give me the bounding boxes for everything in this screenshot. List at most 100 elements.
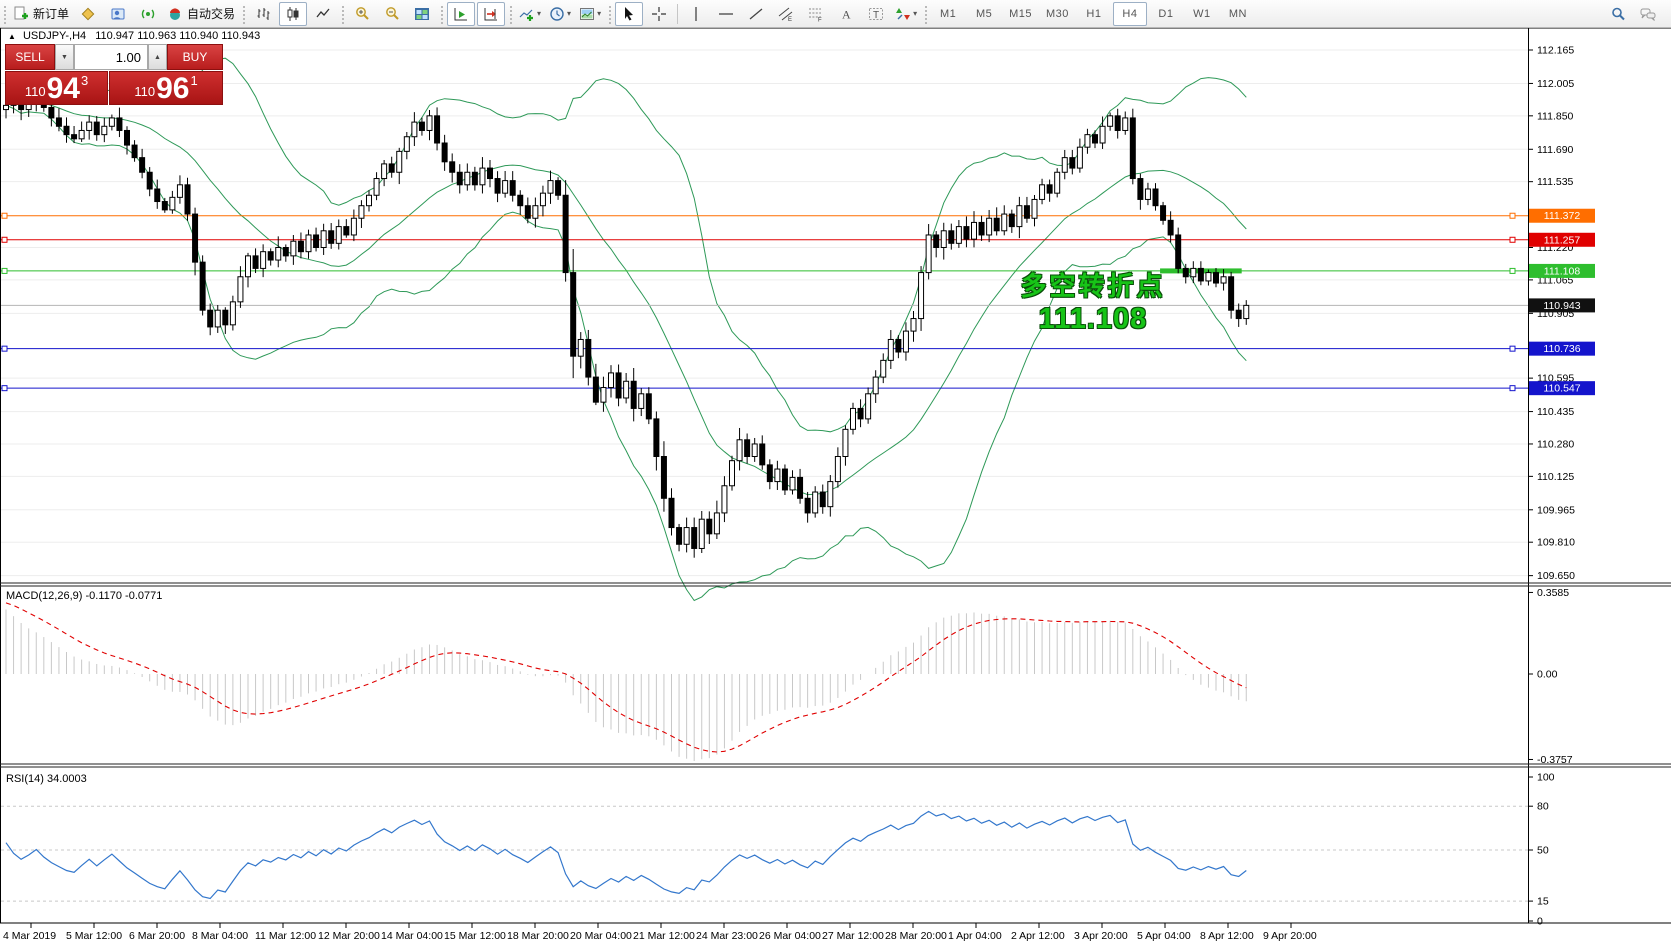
line-handle[interactable]	[1, 385, 8, 392]
timeframe-m1-button[interactable]: M1	[939, 7, 957, 20]
cursor-tool-button[interactable]	[615, 1, 644, 26]
svg-text:111.535: 111.535	[1537, 176, 1574, 188]
line-handle[interactable]	[1, 236, 8, 243]
periods-button[interactable]: ▾	[546, 2, 574, 26]
signals-button[interactable]	[134, 2, 162, 26]
sell-button[interactable]: SELL	[5, 44, 55, 70]
channel-tool-button[interactable]: E	[772, 2, 800, 26]
new-order-button[interactable]: 新订单	[10, 2, 72, 26]
time-axis-label: 2 Apr 12:00	[1011, 930, 1065, 942]
vertical-line-tool-button[interactable]	[682, 2, 710, 26]
buy-price-display[interactable]: 110 96 1	[109, 71, 223, 105]
svg-text:A: A	[842, 7, 851, 21]
svg-text:109.810: 109.810	[1537, 537, 1575, 549]
svg-text:112.005: 112.005	[1537, 78, 1574, 90]
auto-trading-icon	[170, 7, 181, 20]
trendline-tool-button[interactable]	[742, 2, 770, 26]
timeframe-mn-button[interactable]: MN	[1228, 7, 1247, 20]
market-watch-button[interactable]	[74, 2, 102, 26]
auto-trading-button[interactable]: 自动交易	[164, 2, 238, 26]
zoom-in-button[interactable]	[348, 2, 376, 26]
collapse-triangle-icon[interactable]: ▲	[8, 32, 16, 41]
line-handle[interactable]	[1509, 385, 1516, 392]
timeframe-w1-button[interactable]: W1	[1193, 7, 1211, 20]
terminal-button[interactable]	[104, 2, 132, 26]
lot-decrease-button[interactable]: ▼	[55, 44, 74, 70]
arrows-icon	[896, 7, 911, 20]
auto-scroll-button[interactable]	[447, 1, 476, 26]
sell-price-display[interactable]: 110 94 3	[5, 71, 108, 105]
line-handle[interactable]	[1509, 267, 1516, 274]
time-axis-label: 5 Apr 04:00	[1137, 930, 1191, 942]
buy-button[interactable]: BUY	[167, 44, 223, 70]
toolbar-grip[interactable]	[923, 3, 929, 24]
terminal-icon	[111, 8, 125, 19]
tile-windows-button[interactable]	[408, 2, 436, 26]
bar-chart-button[interactable]	[249, 2, 277, 26]
chart-window-title: ▲ USDJPY-,H4 110.947 110.963 110.940 110…	[8, 30, 260, 42]
toolbar-grip[interactable]	[439, 3, 445, 24]
line-chart-button[interactable]	[309, 2, 337, 26]
toolbar-grip[interactable]	[508, 3, 514, 24]
text-label-tool-button[interactable]: T	[862, 2, 890, 26]
candlestick-chart-button[interactable]	[279, 1, 308, 26]
line-handle[interactable]	[1509, 345, 1516, 352]
price-badge: 110.547	[1543, 383, 1580, 395]
fibonacci-tool-button[interactable]: F	[802, 2, 830, 26]
cursor-icon	[625, 6, 634, 20]
chart-annotation: 多空转折点 111.108	[988, 266, 1198, 336]
crosshair-tool-button[interactable]	[645, 2, 673, 26]
time-axis-label: 27 Mar 12:00	[822, 930, 884, 942]
toolbar-grip[interactable]	[607, 3, 613, 24]
zoom-out-button[interactable]	[378, 2, 406, 26]
line-handle[interactable]	[1, 345, 8, 352]
indicators-button[interactable]: ▾	[516, 2, 544, 26]
equidistant-channel-icon: E	[778, 7, 793, 22]
rsi-line	[5, 810, 1247, 900]
time-scale[interactable]: 4 Mar 2019 5 Mar 12:00 6 Mar 20:00 8 Mar 04…	[3, 923, 1317, 942]
dropdown-caret-icon: ▾	[567, 9, 572, 18]
timeframe-m5-button[interactable]: M5	[975, 7, 993, 20]
buy-price-prefix: 110	[134, 84, 156, 99]
line-handle[interactable]	[1, 212, 8, 219]
macd-indicator-label: MACD(12,26,9) -0.1170 -0.0771	[6, 590, 163, 602]
lot-size-input[interactable]: 1.00	[74, 44, 148, 70]
arrows-tool-button[interactable]: ▾	[892, 2, 920, 26]
fibonacci-icon: F	[809, 8, 822, 22]
crosshair-icon	[652, 6, 667, 21]
time-axis-label: 6 Mar 20:00	[129, 930, 185, 942]
signal-icon	[141, 9, 155, 18]
chat-button[interactable]	[1634, 2, 1662, 26]
time-axis-label: 9 Apr 20:00	[1263, 930, 1317, 942]
macd-pane	[5, 602, 1247, 761]
timeframe-m15-button[interactable]: M15	[1009, 7, 1032, 20]
templates-button[interactable]: ▾	[576, 2, 604, 26]
timeframe-h1-button[interactable]: H1	[1086, 7, 1102, 20]
horizontal-line-icon	[719, 12, 734, 15]
toolbar-grip[interactable]	[241, 3, 247, 24]
buy-price-sup: 1	[190, 73, 198, 88]
chat-bubbles-icon	[1640, 8, 1656, 21]
templates-icon	[580, 7, 595, 20]
svg-text:0.3585: 0.3585	[1537, 587, 1569, 599]
line-handle[interactable]	[1509, 212, 1516, 219]
toolbar-grip[interactable]	[2, 3, 7, 24]
text-tool-button[interactable]: A	[832, 2, 860, 26]
search-button[interactable]	[1604, 2, 1632, 26]
timeframe-m30-button[interactable]: M30	[1046, 7, 1069, 20]
one-click-trading-panel: SELL ▼ 1.00 ▲ BUY 110 94 3 110 96 1	[5, 44, 223, 105]
price-scale[interactable]: 112.165 112.005 111.850 111.690 111.535 111.2…	[1528, 45, 1595, 928]
timeframe-h4-button[interactable]: H4	[1112, 1, 1147, 26]
line-handle[interactable]	[1, 267, 8, 274]
chart-shift-button[interactable]	[477, 1, 506, 26]
price-badge: 110.943	[1543, 300, 1580, 312]
time-axis-label: 11 Mar 12:00	[255, 930, 316, 942]
line-handle[interactable]	[1509, 236, 1516, 243]
timeframe-d1-button[interactable]: D1	[1158, 7, 1174, 20]
svg-text:109.965: 109.965	[1537, 504, 1575, 516]
lot-increase-button[interactable]: ▲	[148, 44, 167, 70]
toolbar-grip[interactable]	[340, 3, 346, 24]
svg-text:0.00: 0.00	[1537, 669, 1558, 681]
horizontal-line-tool-button[interactable]	[712, 2, 740, 26]
